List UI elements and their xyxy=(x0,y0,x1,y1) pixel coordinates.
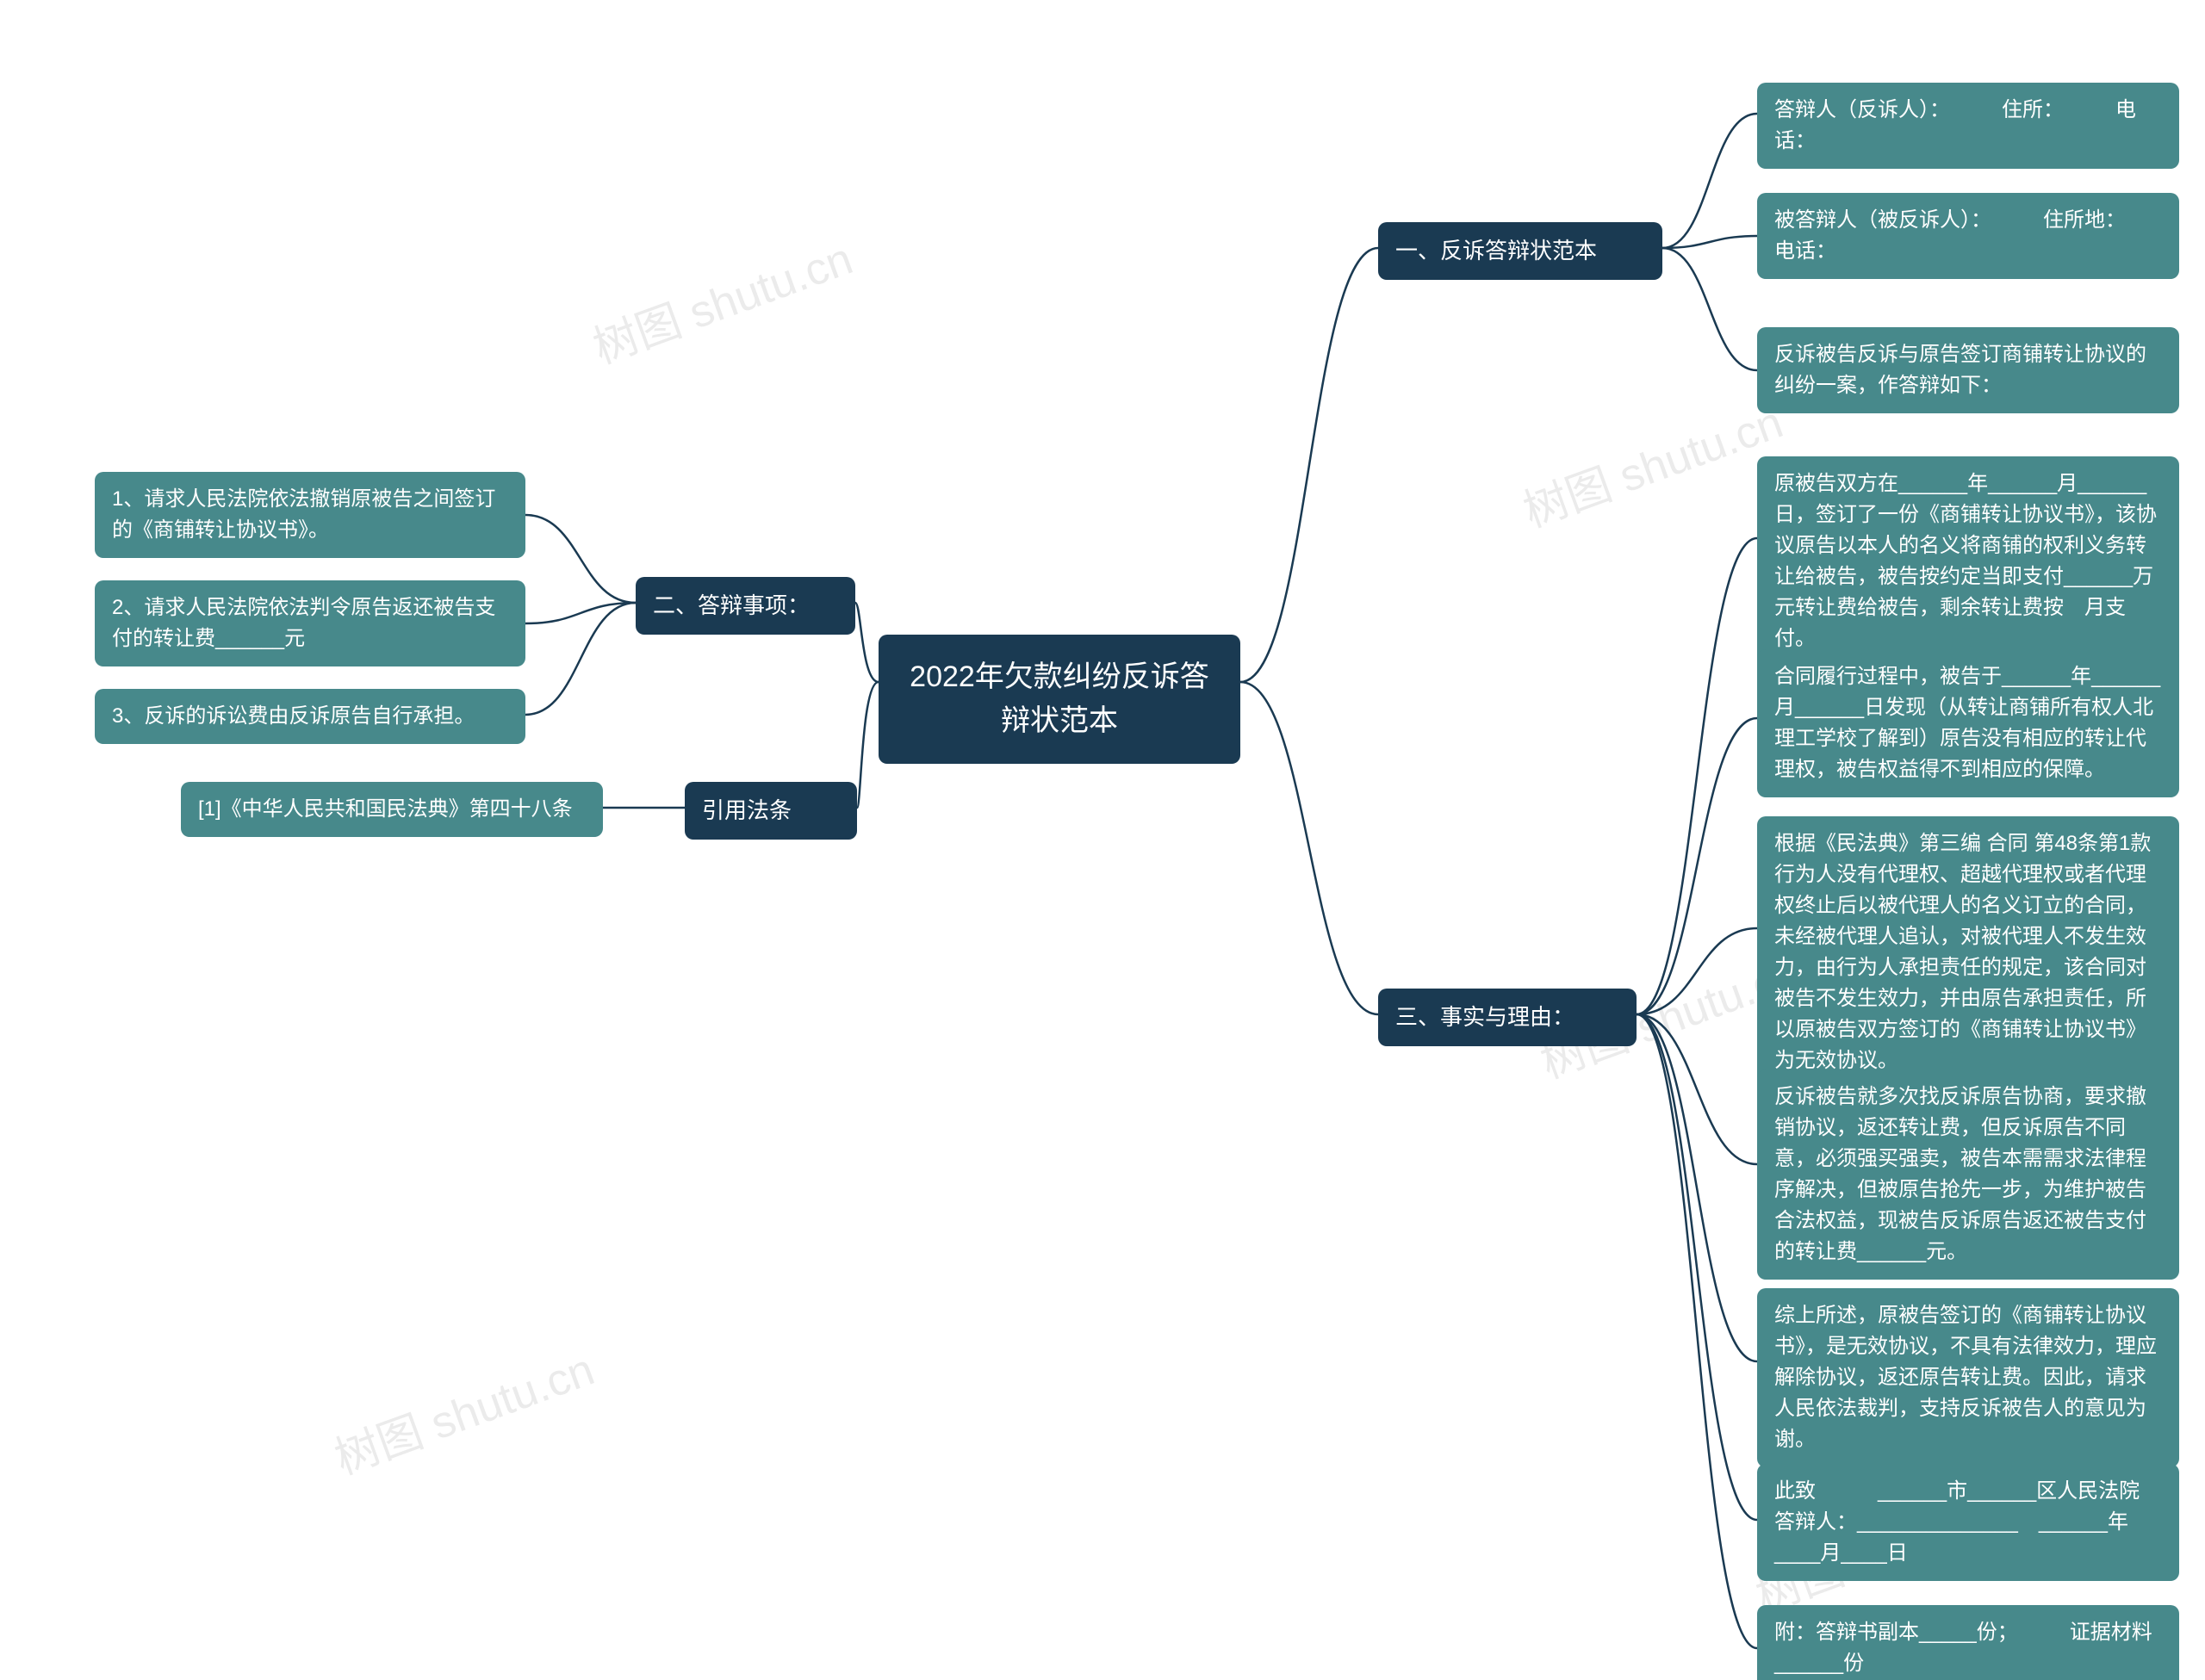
leaf-b3c3: 根据《民法典》第三编 合同 第48条第1款行为人没有代理权、超越代理权或者代理权… xyxy=(1757,816,2179,1088)
leaf-b3c4: 反诉被告就多次找反诉原告协商，要求撤销协议，返还转让费，但反诉原告不同意，必须强… xyxy=(1757,1069,2179,1280)
leaf-text: 综上所述，原被告签订的《商铺转让协议书》，是无效协议，不具有法律效力，理应解除协… xyxy=(1774,1304,2157,1451)
leaf-b2c1: 1、请求人民法院依法撤销原被告之间签订的《商铺转让协议书》。 xyxy=(95,472,525,558)
leaf-b3c6: 此致 ______市______区人民法院 答辩人：______________… xyxy=(1757,1464,2179,1581)
leaf-b3c1: 原被告双方在______年______月______日，签订了一份《商铺转让协议… xyxy=(1757,456,2179,666)
leaf-text: 答辩人（反诉人）： 住所： 电话： xyxy=(1774,98,2136,152)
leaf-text: 3、反诉的诉讼费由反诉原告自行承担。 xyxy=(112,704,475,728)
branch-1: 一、反诉答辩状范本 xyxy=(1378,222,1662,280)
leaf-text: 合同履行过程中，被告于______年______月______日发现（从转让商铺… xyxy=(1774,665,2160,781)
leaf-text: [1]《中华人民共和国民法典》第四十八条 xyxy=(198,797,573,821)
leaf-b2c3: 3、反诉的诉讼费由反诉原告自行承担。 xyxy=(95,689,525,744)
leaf-text: 反诉被告就多次找反诉原告协商，要求撤销协议，返还转让费，但反诉原告不同意，必须强… xyxy=(1774,1085,2146,1263)
leaf-b3c2: 合同履行过程中，被告于______年______月______日发现（从转让商铺… xyxy=(1757,649,2179,797)
branch-3: 三、事实与理由： xyxy=(1378,989,1637,1046)
root-node: 2022年欠款纠纷反诉答辩状范本 xyxy=(879,635,1240,764)
leaf-text: 此致 ______市______区人民法院 答辩人：______________… xyxy=(1774,1479,2202,1565)
leaf-text: 根据《民法典》第三编 合同 第48条第1款行为人没有代理权、超越代理权或者代理权… xyxy=(1774,832,2151,1072)
leaf-b3c5: 综上所述，原被告签订的《商铺转让协议书》，是无效协议，不具有法律效力，理应解除协… xyxy=(1757,1288,2179,1467)
leaf-text: 附：答辩书副本_____份； 证据材料______份 xyxy=(1774,1621,2152,1675)
watermark: 树图 shutu.cn xyxy=(325,1333,602,1486)
branch-1-label: 一、反诉答辩状范本 xyxy=(1395,238,1597,263)
leaf-text: 1、请求人民法院依法撤销原被告之间签订的《商铺转让协议书》。 xyxy=(112,487,495,542)
branch-4-label: 引用法条 xyxy=(702,797,792,823)
watermark: 树图 shutu.cn xyxy=(1513,386,1791,539)
leaf-b1c2: 被答辩人（被反诉人）： 住所地： 电话： xyxy=(1757,193,2179,279)
leaf-text: 被答辩人（被反诉人）： 住所地： 电话： xyxy=(1774,208,2177,263)
leaf-text: 原被告双方在______年______月______日，签订了一份《商铺转让协议… xyxy=(1774,472,2157,650)
watermark: 树图 shutu.cn xyxy=(583,222,860,375)
leaf-b2c2: 2、请求人民法院依法判令原告返还被告支付的转让费______元 xyxy=(95,580,525,666)
leaf-b4c1: [1]《中华人民共和国民法典》第四十八条 xyxy=(181,782,603,837)
branch-3-label: 三、事实与理由： xyxy=(1395,1004,1575,1030)
leaf-b3c7: 附：答辩书副本_____份； 证据材料______份 xyxy=(1757,1605,2179,1680)
leaf-text: 反诉被告反诉与原告签订商铺转让协议的纠纷一案，作答辩如下： xyxy=(1774,343,2146,397)
leaf-text: 2、请求人民法院依法判令原告返还被告支付的转让费______元 xyxy=(112,596,495,650)
branch-2-label: 二、答辩事项： xyxy=(653,592,810,618)
root-label: 2022年欠款纠纷反诉答辩状范本 xyxy=(910,660,1209,737)
branch-4: 引用法条 xyxy=(685,782,857,840)
leaf-b1c1: 答辩人（反诉人）： 住所： 电话： xyxy=(1757,83,2179,169)
leaf-b1c3: 反诉被告反诉与原告签订商铺转让协议的纠纷一案，作答辩如下： xyxy=(1757,327,2179,413)
branch-2: 二、答辩事项： xyxy=(636,577,855,635)
